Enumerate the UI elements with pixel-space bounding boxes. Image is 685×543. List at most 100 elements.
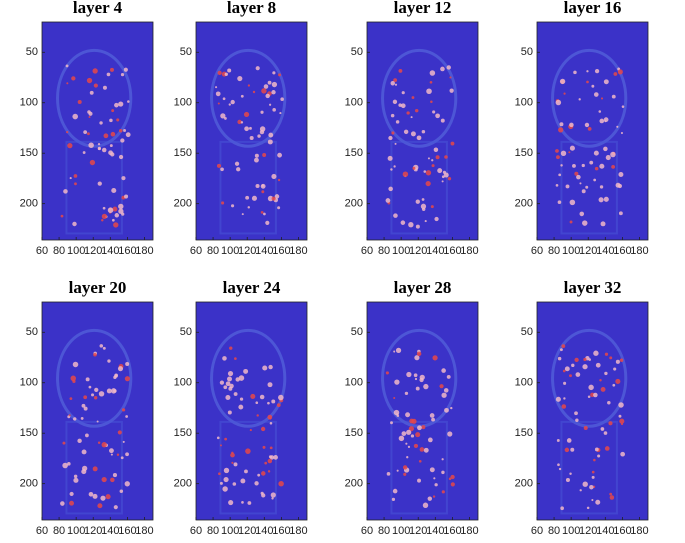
speckle — [260, 110, 264, 114]
x-tick-label: 80 — [378, 525, 390, 537]
speckle — [113, 222, 119, 228]
speckle — [586, 506, 590, 510]
speckle — [449, 88, 454, 93]
speckle — [120, 138, 125, 143]
speckle — [271, 399, 276, 404]
speckle — [437, 168, 443, 174]
speckle — [450, 482, 455, 487]
x-tick-label: 140 — [426, 525, 444, 537]
y-tick-label: 50 — [180, 326, 192, 338]
speckle — [446, 374, 451, 379]
speckle — [240, 478, 246, 484]
x-tick-label: 160 — [118, 245, 136, 257]
speckle — [67, 142, 73, 149]
speckle — [560, 506, 564, 511]
speckle — [591, 475, 595, 479]
x-tick-label: 120 — [409, 525, 427, 537]
speckle — [435, 113, 440, 119]
y-tick-label: 50 — [351, 326, 363, 338]
image-area — [42, 22, 153, 240]
speckle — [575, 372, 581, 377]
chart-title: layer 24 — [223, 278, 281, 297]
x-tick-label: 100 — [67, 525, 85, 537]
speckle — [217, 102, 220, 105]
speckle — [110, 131, 116, 137]
speckle — [241, 213, 244, 216]
speckle — [274, 194, 280, 199]
speckle — [402, 465, 408, 470]
speckle — [105, 494, 111, 500]
speckle — [571, 363, 575, 368]
speckle — [408, 222, 414, 228]
x-tick-label: 100 — [221, 525, 239, 537]
speckle — [72, 361, 79, 368]
neck-outline — [65, 140, 123, 235]
speckle — [120, 456, 124, 460]
speckle — [257, 134, 261, 138]
speckle — [229, 346, 233, 350]
chart-title: layer 16 — [564, 0, 622, 17]
speckle — [408, 426, 414, 432]
speckle — [234, 357, 237, 360]
speckle — [70, 375, 76, 382]
speckle — [259, 126, 266, 132]
speckle — [618, 172, 624, 178]
x-tick-label: 180 — [135, 245, 153, 257]
speckle — [618, 211, 623, 216]
speckle — [279, 112, 282, 115]
speckle — [432, 110, 436, 114]
speckle — [259, 394, 265, 400]
speckle — [415, 199, 420, 204]
speckle — [407, 445, 411, 449]
speckle — [588, 384, 594, 391]
speckle — [393, 213, 398, 218]
speckle — [223, 467, 230, 474]
x-tick-label: 160 — [613, 525, 631, 537]
x-tick-label: 60 — [531, 525, 543, 537]
speckle — [574, 357, 579, 363]
speckle — [97, 441, 101, 445]
speckle — [598, 197, 604, 203]
speckle — [97, 503, 103, 509]
y-tick-label: 100 — [345, 97, 363, 109]
x-tick-label: 80 — [207, 525, 219, 537]
speckle — [431, 159, 434, 162]
speckle — [241, 501, 244, 504]
speckle — [121, 176, 126, 181]
x-tick-label: 140 — [596, 245, 614, 257]
speckle — [87, 110, 91, 114]
speckle — [73, 417, 77, 421]
speckle — [603, 117, 609, 122]
x-tick-label: 180 — [630, 525, 648, 537]
speckle — [555, 396, 561, 402]
speckle — [396, 469, 399, 472]
chart-title: layer 28 — [394, 278, 452, 297]
speckle — [593, 350, 599, 356]
x-tick-label: 140 — [255, 245, 273, 257]
speckle — [111, 187, 117, 194]
speckle — [97, 181, 102, 186]
speckle — [65, 64, 69, 68]
speckle — [244, 126, 249, 132]
y-tick-label: 150 — [515, 427, 533, 439]
speckle — [101, 213, 108, 219]
speckle — [401, 431, 407, 436]
speckle — [421, 198, 425, 201]
speckle — [578, 98, 581, 101]
speckle — [599, 185, 604, 189]
speckle — [223, 477, 229, 483]
speckle — [390, 81, 395, 86]
speckle — [579, 182, 582, 185]
speckle — [222, 97, 226, 101]
speckle — [67, 462, 71, 466]
speckle — [82, 151, 86, 154]
chart-title: layer 4 — [73, 0, 123, 17]
speckle — [100, 495, 106, 501]
speckle — [593, 458, 596, 462]
speckle — [254, 157, 259, 163]
x-tick-label: 100 — [392, 525, 410, 537]
speckle — [430, 100, 433, 104]
speckle — [574, 171, 579, 176]
speckle — [591, 498, 594, 502]
speckle — [88, 385, 92, 389]
